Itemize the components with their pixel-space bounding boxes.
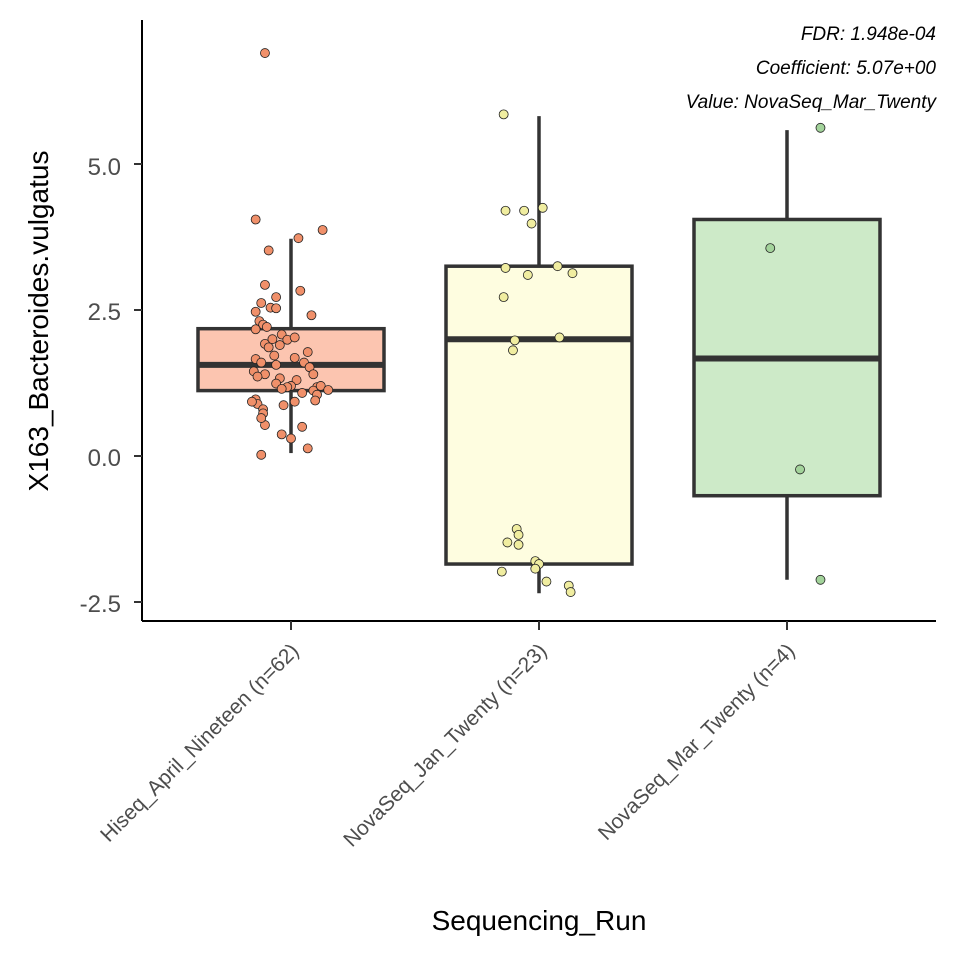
data-point	[293, 233, 304, 244]
data-point	[256, 413, 267, 423]
data-point	[513, 539, 524, 550]
data-point	[289, 352, 300, 363]
data-point	[256, 449, 267, 460]
data-point	[261, 322, 272, 332]
data-point	[302, 443, 313, 454]
data-point	[289, 396, 300, 407]
data-point	[295, 285, 306, 296]
data-point	[289, 332, 300, 343]
data-point	[530, 563, 541, 574]
data-point	[317, 225, 328, 235]
data-point	[500, 205, 511, 216]
data-point	[795, 464, 805, 475]
data-point	[269, 350, 280, 361]
value-annotation: Value: NovaSeq_Mar_Twenty	[686, 92, 938, 113]
data-point	[250, 324, 261, 335]
data-point	[541, 576, 552, 587]
data-point	[500, 263, 511, 273]
data-point	[274, 340, 285, 350]
y-axis-title: X163_Bacteroides.vulgatus	[23, 151, 54, 492]
data-point	[508, 345, 518, 356]
data-point	[297, 421, 308, 432]
data-point	[276, 429, 287, 440]
data-point	[256, 298, 267, 308]
data-point	[260, 48, 270, 58]
data-point	[271, 303, 282, 314]
x-tick-label: NovaSeq_Mar_Twenty (n=4)	[594, 639, 800, 845]
data-point	[271, 292, 282, 303]
data-point	[308, 369, 319, 380]
x-tick-label: Hiseq_April_Nineteen (n=62)	[96, 639, 303, 846]
data-point	[554, 332, 565, 343]
data-point	[302, 347, 313, 357]
y-tick-label: 0.0	[88, 445, 121, 472]
data-point	[286, 433, 296, 444]
coefficient-annotation: Coefficient: 5.07e+00	[756, 58, 937, 79]
data-point	[537, 202, 548, 213]
data-point	[552, 261, 563, 272]
data-point	[526, 218, 537, 229]
box-body	[444, 264, 634, 566]
data-point	[276, 383, 287, 394]
data-point	[498, 109, 509, 120]
data-point	[297, 388, 308, 398]
plot-area	[134, 20, 936, 630]
data-point	[263, 342, 274, 353]
data-point	[250, 214, 261, 225]
data-point	[519, 205, 530, 216]
data-point	[267, 334, 278, 345]
data-point	[323, 385, 334, 395]
data-point	[815, 122, 826, 133]
data-point	[247, 396, 257, 407]
data-point	[250, 306, 261, 317]
data-point	[306, 310, 317, 321]
x-tick-label: NovaSeq_Jan_Twenty (n=23)	[339, 639, 551, 851]
data-point	[522, 270, 533, 280]
data-point	[260, 279, 270, 290]
data-point	[496, 566, 507, 577]
data-point	[509, 335, 520, 346]
data-point	[498, 292, 509, 303]
data-point	[815, 574, 826, 585]
fdr-annotation: FDR: 1.948e-04	[801, 24, 936, 45]
x-axis-title: Sequencing_Run	[432, 905, 647, 936]
data-point	[256, 357, 267, 368]
data-point	[252, 371, 263, 382]
data-point	[502, 537, 513, 548]
data-point	[271, 359, 282, 370]
data-point	[278, 400, 289, 411]
y-tick-label: 5.0	[88, 154, 121, 181]
data-point	[315, 381, 326, 391]
data-point	[565, 587, 576, 597]
y-tick-label: 2.5	[88, 299, 121, 326]
data-point	[765, 243, 776, 253]
data-point	[263, 245, 274, 256]
data-point	[310, 395, 321, 406]
data-point	[513, 529, 524, 540]
data-point	[567, 268, 578, 279]
y-tick-label: -2.5	[80, 591, 121, 618]
